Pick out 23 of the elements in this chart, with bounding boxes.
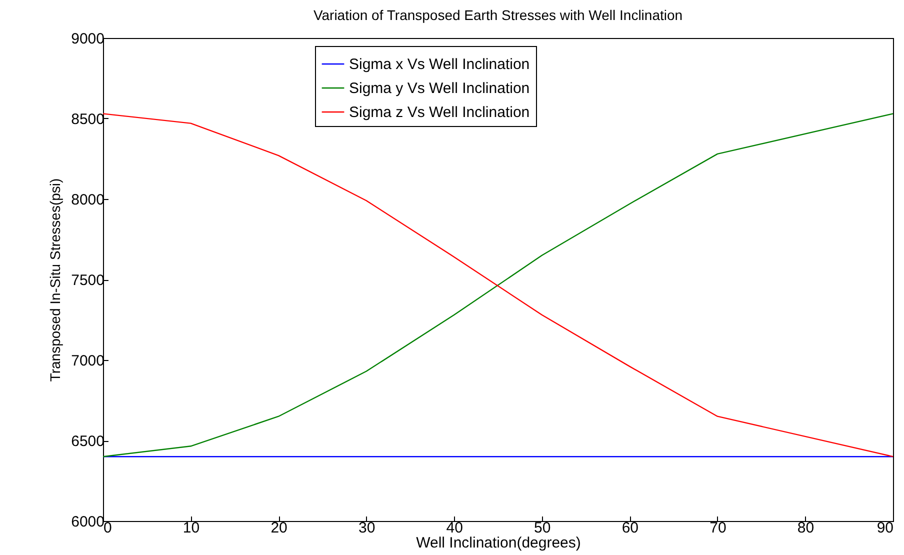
y-tick-label: 6000 [71,514,104,530]
legend-label: Sigma y Vs Well Inclination [349,80,530,97]
x-tick-label: 40 [446,520,463,536]
legend-label: Sigma z Vs Well Inclination [349,104,530,121]
y-tick-label: 8500 [71,111,104,128]
y-axis-title: Transposed In-Situ Stresses(psi) [47,178,64,382]
y-tick-label: 7000 [71,352,104,370]
x-tick-label: 60 [622,520,639,536]
y-tick-label: 8000 [71,192,104,208]
y-tick-label: 9000 [71,30,104,48]
x-tick-label: 50 [534,520,551,536]
x-tick-label: 20 [270,520,288,536]
x-tick-label: 30 [358,520,376,536]
y-tick-label: 6500 [71,433,104,450]
y-tick-label: 7500 [71,272,104,289]
x-tick-label: 10 [182,520,200,536]
legend-label: Sigma x Vs Well Inclination [349,56,530,73]
x-tick-label: 80 [797,520,814,536]
x-tick-label: 90 [876,520,894,536]
x-tick-label: 70 [710,520,726,536]
x-tick-label: 0 [104,520,112,536]
chart-title: Variation of Transposed Earth Stresses with Well Inclination [313,7,683,23]
x-axis-title: Well Inclination(degrees) [416,534,581,552]
